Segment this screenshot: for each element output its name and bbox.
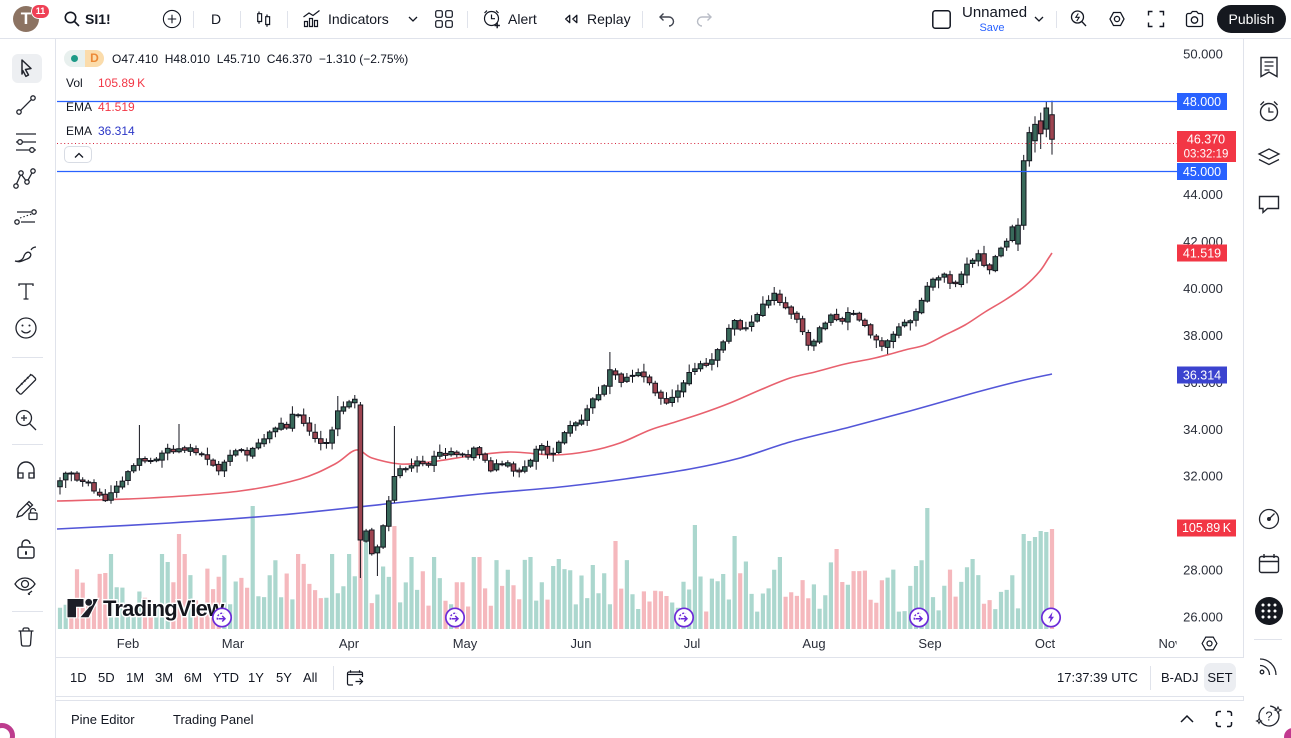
svg-text:Aug: Aug [802,636,825,651]
svg-text:Mar: Mar [222,636,245,651]
svg-text:105.89 K: 105.89 K [1182,521,1232,535]
svg-text:Nov: Nov [1158,636,1182,651]
svg-text:36.314: 36.314 [1183,368,1221,382]
svg-text:03:32:19: 03:32:19 [1184,149,1229,161]
svg-text:26.000: 26.000 [1183,610,1223,625]
svg-text:32.000: 32.000 [1183,469,1223,484]
svg-text:34.000: 34.000 [1183,422,1223,437]
svg-text:TradingView: TradingView [103,596,225,621]
svg-text:Feb: Feb [117,636,139,651]
svg-text:Apr: Apr [339,636,360,651]
svg-text:48.000: 48.000 [1183,95,1221,109]
svg-text:Jun: Jun [571,636,592,651]
svg-text:46.370: 46.370 [1187,133,1225,147]
svg-text:41.519: 41.519 [1183,246,1221,260]
svg-text:44.000: 44.000 [1183,187,1223,202]
svg-text:50.000: 50.000 [1183,47,1223,62]
svg-text:Jul: Jul [684,636,701,651]
svg-text:28.000: 28.000 [1183,563,1223,578]
svg-text:Oct: Oct [1035,636,1056,651]
svg-text:45.000: 45.000 [1183,165,1221,179]
svg-text:?: ? [1265,709,1272,724]
svg-text:40.000: 40.000 [1183,281,1223,296]
svg-text:38.000: 38.000 [1183,328,1223,343]
svg-text:Sep: Sep [918,636,941,651]
svg-text:May: May [453,636,478,651]
